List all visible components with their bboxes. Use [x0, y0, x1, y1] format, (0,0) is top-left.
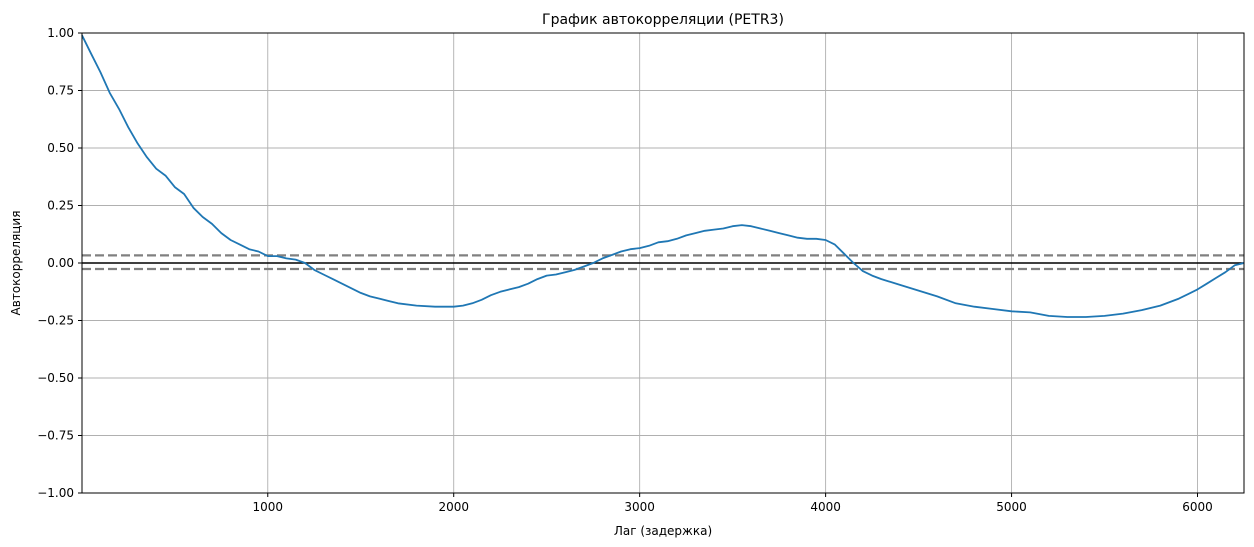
x-tick-label: 4000 — [810, 500, 841, 514]
x-tick-label: 3000 — [624, 500, 655, 514]
y-tick-label: 1.00 — [47, 26, 74, 40]
y-tick-label: −0.75 — [37, 429, 74, 443]
y-tick-label: 0.50 — [47, 141, 74, 155]
x-tick-label: 1000 — [252, 500, 283, 514]
y-tick-label: 0.75 — [47, 84, 74, 98]
series-layer — [81, 34, 1245, 318]
y-axis-title: Автокорреляция — [9, 211, 23, 316]
confidence-band — [82, 254, 1244, 271]
autocorrelation-line — [81, 34, 1245, 318]
chart-title: График автокорреляции (PETR3) — [542, 12, 784, 28]
y-tick-label: −0.25 — [37, 314, 74, 328]
y-tick-label: −1.00 — [37, 486, 74, 500]
x-tick-label: 6000 — [1182, 500, 1213, 514]
x-tick-label: 5000 — [996, 500, 1027, 514]
y-tick-label: 0.25 — [47, 199, 74, 213]
x-axis-ticks: 1000 2000 3000 4000 5000 6000 — [252, 493, 1213, 514]
y-tick-label: 0.00 — [47, 256, 74, 270]
y-tick-label: −0.50 — [37, 371, 74, 385]
x-axis-title: Лаг (задержка) — [614, 524, 712, 538]
y-axis-ticks: 1.00 0.75 0.50 0.25 0.00 −0.25 −0.50 −0.75 −1.00 — [37, 26, 82, 500]
x-tick-label: 2000 — [438, 500, 469, 514]
